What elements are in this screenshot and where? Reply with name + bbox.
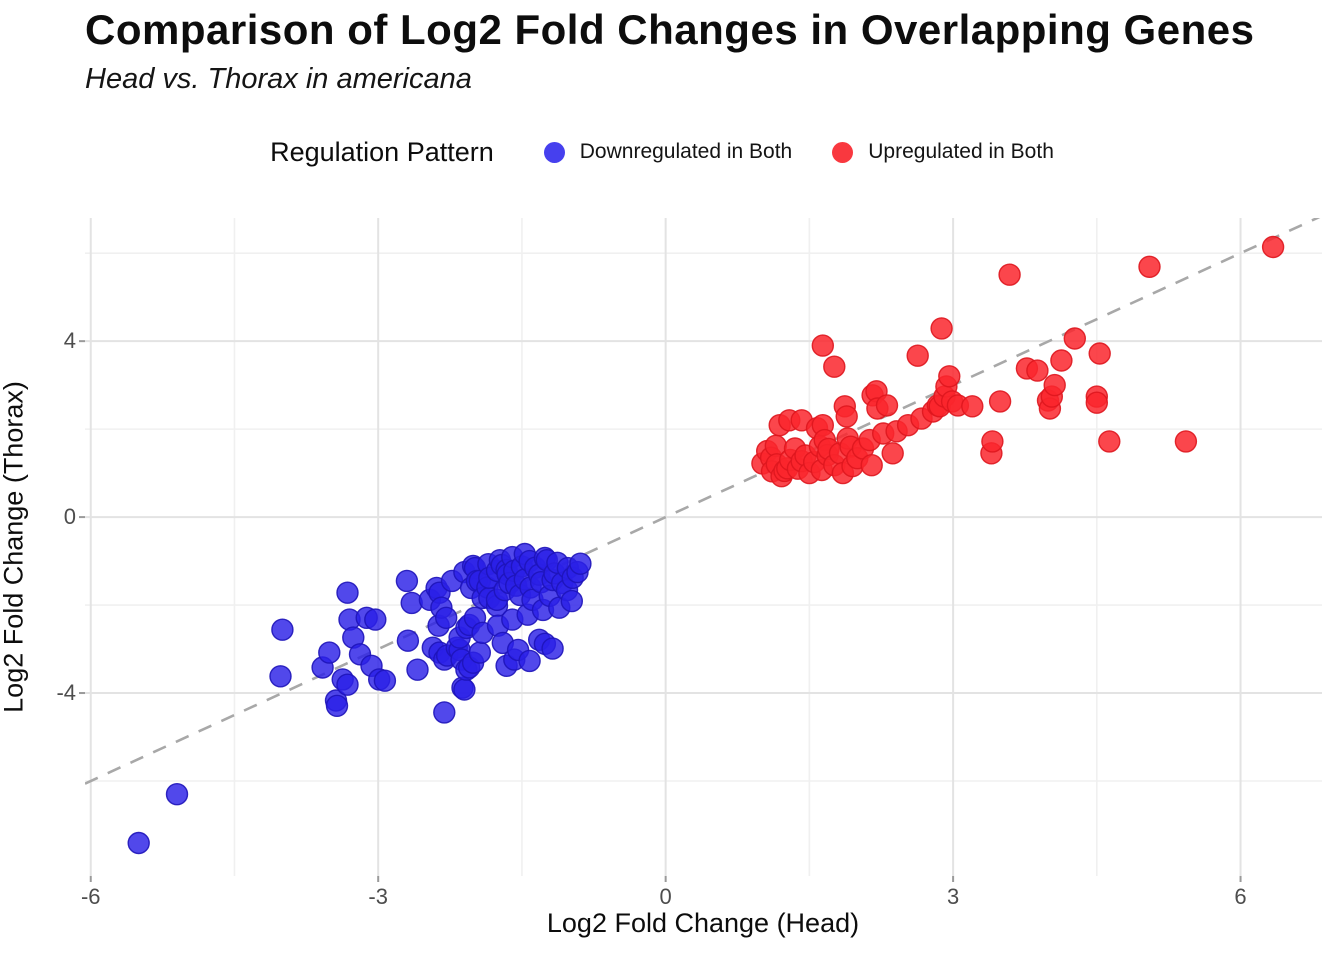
data-point-red (961, 395, 984, 418)
data-point-blue (406, 658, 429, 681)
legend: Regulation Pattern Downregulated in Both… (0, 130, 1344, 174)
data-point-blue (396, 629, 420, 652)
data-point-red (938, 365, 961, 388)
legend-item-label: Downregulated in Both (579, 140, 793, 163)
data-point-blue (364, 608, 387, 631)
blue-dot-icon (543, 141, 565, 163)
x-tick-label: -3 (368, 884, 388, 909)
x-tick-label: -6 (80, 884, 101, 909)
red-dot-icon (832, 141, 854, 163)
data-point-blue (400, 591, 423, 615)
data-point-red (860, 454, 883, 477)
data-point-red (823, 355, 846, 378)
data-point-red (998, 263, 1021, 286)
data-point-blue (518, 649, 541, 673)
data-point-blue (165, 783, 189, 806)
data-point-blue (433, 701, 456, 724)
data-point-red (1050, 349, 1073, 372)
data-point-red (881, 442, 904, 465)
data-point-blue (468, 641, 491, 664)
legend-title: Regulation Pattern (270, 136, 494, 167)
data-point-blue (453, 678, 476, 701)
legend-item-downregulated: Downregulated in Both (543, 140, 793, 164)
data-point-blue (336, 581, 359, 604)
data-point-blue (325, 694, 349, 717)
data-point-blue (541, 637, 564, 660)
page-title: Comparison of Log2 Fold Changes in Overl… (85, 6, 1255, 53)
data-point-blue (373, 669, 397, 692)
x-tick-label: 0 (659, 884, 672, 909)
data-point-red (1026, 359, 1049, 382)
data-point-blue (271, 618, 294, 641)
data-point-red (1174, 430, 1198, 453)
y-tick-label: 0 (63, 504, 76, 530)
data-point-blue (127, 831, 150, 855)
data-point-red (875, 394, 899, 417)
data-point-red (1261, 235, 1285, 259)
y-axis-title: Log2 Fold Change (Thorax) (0, 381, 29, 713)
data-point-red (1043, 373, 1066, 397)
x-axis-title: Log2 Fold Change (Head) (546, 908, 860, 938)
legend-item-upregulated: Upregulated in Both (832, 140, 1054, 164)
data-point-red (930, 317, 953, 340)
legend-item-label: Upregulated in Both (868, 140, 1054, 163)
x-tick-label: 3 (946, 884, 960, 909)
data-point-blue (269, 665, 292, 688)
data-point-red (835, 405, 858, 428)
data-point-red (811, 334, 834, 357)
data-point-blue (336, 673, 359, 696)
data-point-red (988, 390, 1012, 413)
data-point-red (1098, 430, 1121, 453)
data-point-red (981, 430, 1004, 453)
data-point-red (1138, 255, 1161, 278)
y-tick-label: -4 (56, 680, 76, 706)
data-point-blue (435, 606, 458, 629)
data-point-blue (569, 552, 592, 575)
data-point-red (1085, 391, 1109, 414)
data-point-blue (560, 589, 583, 613)
data-point-red (906, 344, 929, 367)
data-point-blue (395, 569, 419, 593)
identity-reference-line (85, 218, 1321, 785)
y-tick-label: 4 (63, 328, 76, 354)
data-point-blue (318, 641, 341, 664)
x-tick-label: 6 (1234, 884, 1247, 909)
data-point-red (1063, 327, 1087, 350)
data-point-red (1088, 342, 1111, 365)
page-subtitle: Head vs. Thorax in americana (85, 63, 472, 95)
